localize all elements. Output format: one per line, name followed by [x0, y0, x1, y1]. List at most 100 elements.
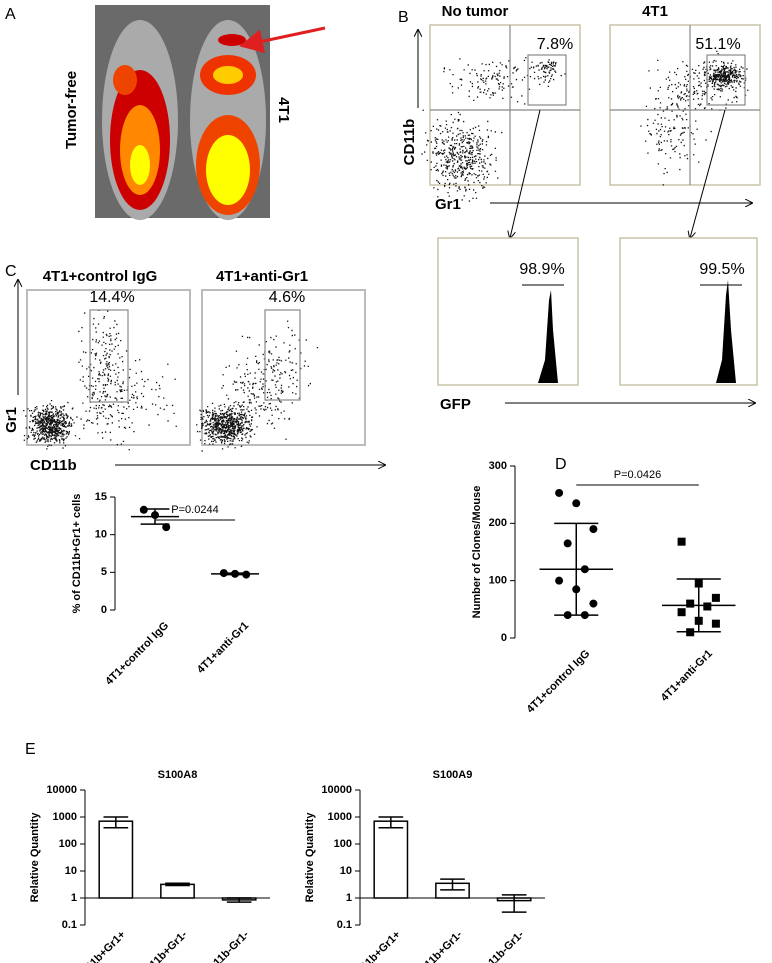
panel-label: A: [5, 6, 16, 23]
error-bar: [226, 897, 252, 903]
data-point: [677, 537, 686, 546]
bar: [373, 820, 409, 899]
flow-dots: [196, 320, 319, 452]
panel-label: C: [5, 263, 17, 280]
error-bar: [220, 572, 250, 576]
histogram-plot: [619, 237, 758, 386]
arrow: [690, 109, 726, 238]
y-tick-label: 1000: [53, 811, 77, 823]
error-bar: [103, 816, 129, 829]
y-tick-label: 0: [101, 604, 107, 616]
error-bar: [501, 894, 527, 913]
gate-percent: 14.4%: [89, 289, 134, 306]
gate-percent: 7.8%: [537, 36, 573, 53]
x-tick-label: 4T1+anti-Gr1: [195, 620, 251, 676]
chart-title: S100A9: [433, 769, 473, 781]
axis-label: Number of Clones/Mouse: [471, 486, 483, 619]
y-tick-label: 100: [334, 838, 352, 850]
y-tick-label: 5: [101, 566, 107, 578]
data-point: [162, 523, 171, 532]
y-tick-label: 0: [501, 632, 507, 644]
y-tick-label: 300: [489, 460, 507, 472]
error-bar: [676, 578, 721, 633]
data-point: [711, 593, 720, 602]
annotation: P=0.0244: [171, 504, 218, 516]
data-point: [563, 539, 572, 548]
flow-dots: [23, 309, 177, 451]
y-tick-label: 10: [65, 865, 77, 877]
axis-label: CD11b: [30, 457, 77, 474]
bar: [98, 820, 134, 899]
axis-label: Gr1: [3, 407, 20, 433]
y-tick-label: 10: [95, 529, 107, 541]
gate: [706, 54, 746, 106]
mouse-label: 4T1: [275, 97, 292, 123]
y-tick-label: 10: [340, 865, 352, 877]
panel-label: E: [25, 741, 36, 758]
y-tick-label: 1: [346, 892, 352, 904]
gate: [527, 54, 567, 106]
x-tick-label: CD11b+Gr1-: [411, 928, 464, 963]
data-point: [589, 599, 598, 608]
bar: [160, 883, 195, 899]
y-tick-label: 0.1: [62, 919, 77, 931]
x-tick-label: 4T1+anti-Gr1: [659, 648, 715, 704]
gate-percent: 51.1%: [695, 36, 740, 53]
data-point: [555, 488, 564, 497]
x-tick-label: CD11b+Gr1+: [348, 929, 403, 963]
data-point: [686, 599, 695, 608]
y-tick-label: 100: [59, 838, 77, 850]
y-tick-label: 1: [71, 892, 77, 904]
column-title: 4T1+control IgG: [43, 268, 158, 285]
data-point: [677, 608, 686, 617]
y-tick-label: 0.1: [337, 919, 352, 931]
y-tick-label: 200: [489, 517, 507, 529]
annotation: P=0.0426: [614, 469, 661, 481]
x-tick-label: 4T1+control IgG: [103, 620, 171, 688]
column-title: 4T1+anti-Gr1: [216, 268, 308, 285]
error-bar: [378, 816, 404, 829]
y-tick-label: 15: [95, 491, 107, 503]
column-title: No tumor: [442, 3, 509, 20]
axis-label: GFP: [440, 396, 471, 413]
axis-label: Relative Quantity: [304, 812, 316, 903]
data-point: [711, 619, 720, 628]
data-point: [555, 576, 564, 585]
gate-percent: 4.6%: [269, 289, 305, 306]
x-tick-label: CD11b+Gr1-: [136, 928, 189, 963]
y-tick-label: 100: [489, 575, 507, 587]
y-tick-label: 1000: [328, 811, 352, 823]
axis-label: % of CD11b+Gr1+ cells: [71, 494, 83, 614]
y-tick-label: 10000: [321, 784, 352, 796]
axis-label: Relative Quantity: [29, 812, 41, 903]
gate-percent: 98.9%: [519, 261, 564, 278]
axis-label: CD11b: [401, 119, 418, 166]
arrow: [510, 109, 541, 238]
data-point: [572, 499, 581, 508]
x-tick-label: 4T1+control IgG: [525, 648, 593, 716]
panel-label: B: [398, 9, 409, 26]
x-tick-label: CD11b-Gr1-: [475, 928, 527, 963]
column-title: 4T1: [642, 3, 668, 20]
axis-label: Gr1: [435, 196, 461, 213]
x-tick-label: CD11b+Gr1+: [73, 929, 128, 963]
gate-percent: 99.5%: [699, 261, 744, 278]
error-bar: [440, 878, 465, 891]
gate: [264, 309, 301, 401]
x-tick-label: CD11b-Gr1-: [200, 928, 252, 963]
data-point: [139, 505, 148, 514]
mouse-label: Tumor-free: [63, 71, 80, 149]
data-point: [703, 602, 712, 611]
data-point: [589, 525, 598, 534]
error-bar: [140, 508, 170, 525]
error-bar: [165, 882, 190, 887]
y-tick-label: 10000: [46, 784, 77, 796]
error-bar: [554, 522, 599, 616]
gate: [89, 309, 129, 403]
histogram-plot: [437, 237, 579, 386]
flow-dots: [640, 50, 749, 186]
quadrant: [430, 25, 760, 185]
chart-title: S100A8: [158, 769, 198, 781]
